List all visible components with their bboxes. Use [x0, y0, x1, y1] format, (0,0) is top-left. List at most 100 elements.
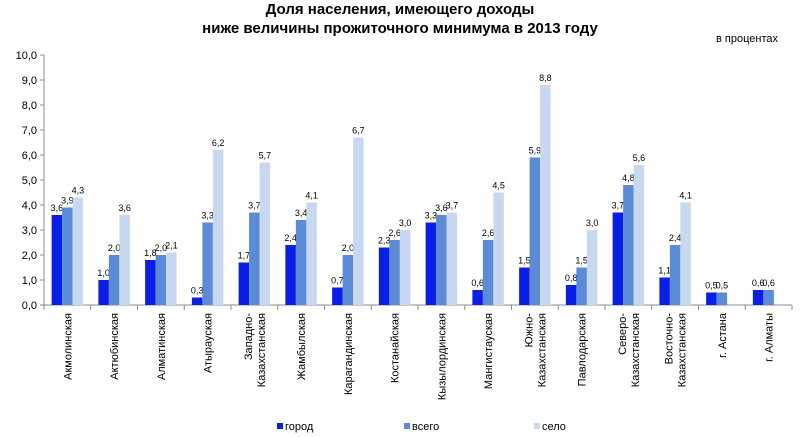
legend-swatch-город [277, 423, 283, 429]
bar-город [752, 290, 764, 305]
category-label-line: Актюбинская [109, 313, 121, 380]
bar-село [72, 197, 84, 305]
category-label-line: Северо- [617, 313, 629, 355]
legend-label-город: город [285, 421, 314, 433]
category-label: Южно-Казахстанская [523, 313, 548, 388]
bar-всего [436, 215, 447, 305]
category-label: Алматинская [156, 313, 168, 380]
category-label: Акмолинская [62, 313, 74, 380]
data-label: 5,7 [259, 151, 272, 161]
data-label: 3,3 [201, 211, 214, 221]
category-label-line: Алматинская [156, 313, 168, 380]
bar-всего [389, 240, 400, 305]
category-label-line: Жамбылская [296, 313, 308, 380]
bar-село [212, 150, 224, 305]
data-label: 4,5 [492, 181, 505, 191]
category-label: Жамбылская [296, 313, 308, 380]
data-label: 2,4 [669, 233, 682, 243]
category-label-line: Карагандинская [343, 313, 355, 395]
bar-всего [62, 207, 73, 305]
data-label: 0,8 [565, 273, 578, 283]
data-label: 0,6 [752, 278, 765, 288]
data-label: 3,0 [586, 218, 599, 228]
legend-label-село: село [542, 421, 566, 433]
y-tick-label: 9,0 [22, 75, 37, 87]
chart-title-line-2: ниже величины прожиточного минимума в 20… [202, 20, 598, 37]
data-label: 2,4 [284, 233, 297, 243]
data-label: 1,0 [97, 268, 110, 278]
category-label-line: Казахстанская [256, 313, 268, 387]
legend-label-всего: всего [412, 421, 439, 433]
bar-город [145, 260, 156, 305]
data-label: 0,3 [191, 286, 204, 296]
data-label: 3,7 [446, 201, 459, 211]
category-label-line: Южно- [523, 313, 535, 348]
data-label: 4,8 [622, 173, 635, 183]
category-label-line: г. Алматы [764, 313, 776, 362]
category-label-line: Акмолинская [62, 313, 74, 380]
bar-город [612, 212, 624, 305]
bar-город [98, 280, 109, 305]
category-label-line: Костанайская [390, 313, 402, 383]
category-label-line: Казахстанская [677, 313, 689, 387]
data-label: 6,2 [212, 138, 225, 148]
category-label: Карагандинская [343, 313, 355, 395]
bar-всего [155, 255, 167, 305]
legend-swatch-село [534, 423, 540, 429]
data-label: 0,5 [705, 281, 718, 291]
bar-всего [763, 290, 774, 305]
bar-село [493, 192, 504, 305]
data-label: 1,5 [518, 256, 531, 266]
y-tick-label: 1,0 [22, 275, 37, 287]
data-label: 3,7 [612, 201, 625, 211]
data-label: 4,3 [72, 186, 85, 196]
y-tick-label: 4,0 [22, 200, 37, 212]
category-label: г. Алматы [764, 313, 776, 362]
bar-город [472, 290, 483, 305]
category-label-line: Павлодарская [577, 313, 589, 386]
category-label: Актюбинская [109, 313, 121, 380]
bar-город [565, 285, 577, 305]
bar-всего [482, 240, 494, 305]
data-label: 2,0 [108, 243, 121, 253]
data-label: 3,3 [425, 211, 438, 221]
data-label: 0,7 [331, 276, 344, 286]
y-tick-label: 5,0 [22, 175, 37, 187]
data-label: 3,9 [61, 196, 74, 206]
bar-город [425, 222, 437, 305]
data-label: 1,8 [144, 248, 157, 258]
y-tick-label: 3,0 [22, 225, 37, 237]
bar-село [680, 202, 691, 305]
category-label: Атырауская [203, 313, 215, 373]
bar-город [285, 245, 296, 305]
data-label: 2,0 [342, 243, 355, 253]
category-label: Мангистауская [483, 313, 495, 389]
data-label: 2,1 [165, 241, 178, 251]
bar-село [540, 85, 551, 305]
bar-всего [576, 267, 587, 305]
bar-всего [529, 157, 541, 305]
bar-всего [249, 212, 260, 305]
y-tick-label: 6,0 [22, 150, 37, 162]
bar-всего [202, 222, 213, 305]
bar-село [353, 137, 364, 305]
bar-село [166, 252, 177, 305]
data-label: 0,5 [716, 281, 729, 291]
y-tick-label: 7,0 [22, 125, 37, 137]
bar-село [259, 162, 271, 305]
bar-город [706, 292, 717, 305]
data-label: 5,9 [529, 146, 542, 156]
data-label: 2,0 [155, 243, 168, 253]
category-label-line: Западно- [243, 313, 255, 360]
data-label: 2,3 [378, 236, 391, 246]
data-label: 4,1 [305, 191, 318, 201]
data-label: 3,6 [435, 203, 448, 213]
bar-село [446, 212, 458, 305]
bar-село [399, 230, 411, 305]
data-label: 0,6 [762, 278, 775, 288]
y-tick-label: 10,0 [16, 50, 37, 62]
data-label: 2,6 [388, 228, 401, 238]
category-label-line: Восточно- [664, 313, 676, 365]
data-label: 1,7 [238, 251, 251, 261]
